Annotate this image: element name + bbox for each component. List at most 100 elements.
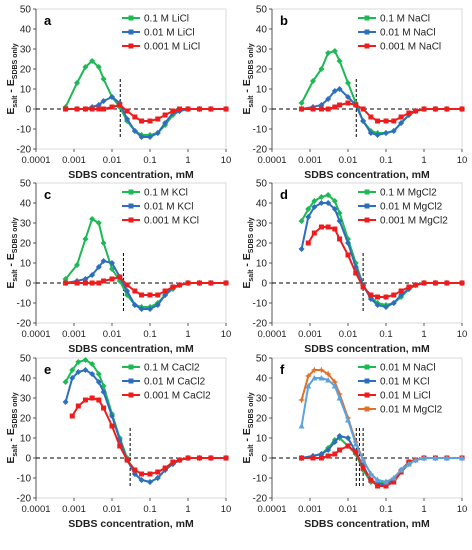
data-point <box>345 240 351 246</box>
data-point <box>331 383 338 389</box>
legend-label: 0.1 M LiCl <box>144 14 189 25</box>
data-point <box>185 280 191 286</box>
data-point <box>185 106 191 112</box>
data-point <box>375 118 381 124</box>
y-tick-label: 0 <box>25 105 31 116</box>
series-line-2 <box>71 396 226 475</box>
y-tick-label: -20 <box>253 145 268 156</box>
y-tick-label: -20 <box>17 145 32 156</box>
data-point <box>332 104 338 110</box>
y-tick-label: 10 <box>256 434 268 445</box>
data-point <box>95 371 102 377</box>
data-point <box>444 106 450 112</box>
data-point <box>345 94 351 100</box>
y-tick-label: -10 <box>17 125 32 136</box>
data-point <box>138 134 145 140</box>
data-point <box>421 455 427 461</box>
data-point <box>310 106 316 112</box>
y-tick-label: 30 <box>256 45 268 56</box>
legend-label: 0.01 M LiCl <box>144 28 195 39</box>
data-point <box>337 236 343 242</box>
data-point <box>132 288 138 294</box>
y-axis-label: Esalt - ESDBS only <box>241 43 255 114</box>
y-axis-label: Esalt - ESDBS only <box>5 43 19 114</box>
data-point <box>124 116 131 122</box>
data-point <box>318 106 324 112</box>
data-point <box>367 471 374 477</box>
legend-marker <box>364 15 370 21</box>
data-point <box>162 120 169 126</box>
data-point <box>390 300 397 306</box>
data-point <box>147 134 153 140</box>
data-point <box>336 433 343 439</box>
data-point <box>443 455 450 461</box>
data-point <box>298 396 306 404</box>
data-point <box>360 284 366 290</box>
panel-label: c <box>44 187 51 202</box>
data-point <box>318 200 325 206</box>
legend-label: 0.001 M NaCl <box>380 42 441 53</box>
y-tick-label: 30 <box>20 219 32 230</box>
y-tick-label: 30 <box>20 394 32 405</box>
legend-label: 0.01 M KCl <box>144 202 193 213</box>
data-point <box>155 469 161 475</box>
x-axis-label: SDBS concentration, mM <box>304 518 430 530</box>
y-axis-label-part: - E <box>241 428 253 444</box>
data-point <box>95 220 102 226</box>
x-tick-label: 1 <box>185 504 190 515</box>
data-point <box>74 80 81 86</box>
legend-marker <box>364 29 370 35</box>
data-point <box>383 130 389 136</box>
data-point <box>383 118 389 124</box>
data-point <box>337 447 343 453</box>
y-tick-label: -10 <box>253 125 268 136</box>
x-tick-label: 0.1 <box>143 329 156 340</box>
y-tick-label: 40 <box>20 199 32 210</box>
data-point <box>374 477 381 483</box>
x-tick-label: 10 <box>221 504 232 515</box>
data-point <box>405 461 412 467</box>
data-point <box>100 389 107 395</box>
data-point <box>82 397 88 403</box>
data-point <box>185 455 191 461</box>
y-axis-label-part: salt <box>248 95 255 108</box>
data-point <box>444 280 450 286</box>
data-point <box>318 455 324 461</box>
x-tick-label: 1 <box>421 155 426 166</box>
data-point <box>138 306 145 312</box>
y-tick-label: 30 <box>256 219 268 230</box>
data-point <box>89 395 95 401</box>
data-point <box>69 367 76 373</box>
data-point <box>459 455 465 461</box>
data-point <box>223 455 229 461</box>
data-point <box>331 439 338 445</box>
data-point <box>332 226 338 232</box>
data-point <box>196 455 202 461</box>
y-tick-label: 50 <box>20 5 32 16</box>
data-point <box>311 375 318 381</box>
data-point <box>406 110 412 116</box>
data-point <box>82 106 88 112</box>
data-point <box>345 443 351 449</box>
y-axis-label: Esalt - ESDBS only <box>5 217 19 288</box>
y-tick-label: 20 <box>20 65 32 76</box>
y-tick-label: 10 <box>256 85 268 96</box>
data-point <box>391 479 397 485</box>
y-axis-label-part: SDBS only <box>12 392 19 428</box>
x-tick-label: 10 <box>457 329 468 340</box>
data-point <box>331 198 338 204</box>
x-tick-label: 0.0001 <box>257 155 286 166</box>
legend-label: 0.01 M MgCl2 <box>380 405 443 416</box>
y-tick-label: 10 <box>256 259 268 270</box>
data-point <box>406 284 412 290</box>
data-point <box>325 96 332 102</box>
y-tick-label: 50 <box>256 5 268 16</box>
y-tick-label: 50 <box>256 354 268 365</box>
data-point <box>155 116 161 122</box>
data-point <box>360 457 367 463</box>
legend-marker <box>128 189 134 195</box>
x-tick-label: 0.001 <box>298 329 322 340</box>
data-point <box>147 292 153 298</box>
legend-label: 0.01 M MgCl2 <box>380 202 443 213</box>
